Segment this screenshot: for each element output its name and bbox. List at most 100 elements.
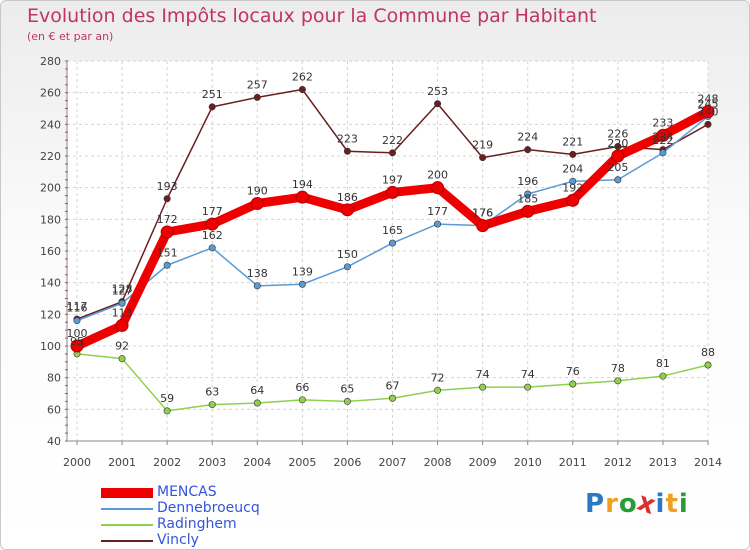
data-label-mencas: 233 [652,116,673,129]
data-label-radinghem: 95 [70,335,84,348]
data-point-mencas [160,225,174,239]
data-label-mencas: 100 [67,327,88,340]
x-tick-label: 2002 [153,456,181,469]
data-point-radinghem [524,383,532,391]
data-point-mencas [611,149,625,163]
data-point-dennebroeucq [73,317,81,325]
data-point-dennebroeucq [614,176,622,184]
y-tick-label: 140 [40,277,61,290]
data-label-vincly: 257 [247,78,268,91]
x-tick-label: 2000 [63,456,91,469]
data-point-vincly [479,154,487,162]
legend-swatch-mencas [101,488,153,498]
data-label-mencas: 172 [157,213,178,226]
data-label-radinghem: 76 [566,365,580,378]
data-label-vincly: 226 [607,128,628,141]
x-tick-label: 2011 [559,456,587,469]
x-tick-label: 2006 [333,456,361,469]
data-label-radinghem: 92 [115,340,129,353]
data-point-radinghem [118,355,126,363]
data-point-dennebroeucq [298,280,306,288]
data-point-vincly [524,146,532,154]
data-label-dennebroeucq: 139 [292,265,313,278]
data-point-mencas [70,339,84,353]
data-point-vincly [704,120,712,128]
data-point-dennebroeucq [388,239,396,247]
y-tick-label: 280 [40,55,61,68]
legend-item-radinghem: Radinghem [101,516,321,533]
y-tick-label: 200 [40,182,61,195]
x-tick-label: 2009 [469,456,497,469]
y-tick-label: 100 [40,340,61,353]
x-tick-label: 2012 [604,456,632,469]
legend-label-mencas: MENCAS [157,484,217,500]
data-label-dennebroeucq: 245 [698,97,719,110]
data-label-mencas: 190 [247,185,268,198]
data-point-vincly [343,147,351,155]
data-point-radinghem [388,394,396,402]
x-tick-label: 2007 [379,456,407,469]
data-point-dennebroeucq [569,177,577,185]
data-label-vincly: 262 [292,71,313,84]
data-point-mencas [250,197,264,210]
data-point-dennebroeucq [659,149,667,157]
data-label-mencas: 194 [292,178,313,191]
data-point-radinghem [569,380,577,388]
data-point-mencas [115,318,129,332]
data-label-vincly: 117 [67,300,88,313]
data-label-radinghem: 72 [431,371,445,384]
data-point-radinghem [704,361,712,369]
data-point-mencas [386,185,399,199]
x-tick-label: 2005 [288,456,316,469]
y-tick-label: 220 [40,150,61,163]
x-tick-label: 2001 [108,456,136,469]
data-label-vincly: 251 [202,88,223,101]
x-tick-label: 2010 [514,456,542,469]
y-tick-label: 240 [40,118,61,131]
data-point-vincly [253,93,261,101]
proxiti-logo: Proxiti [585,487,689,521]
chart-title: Evolution des Impôts locaux pour la Comm… [27,5,597,27]
data-label-mencas: 176 [472,207,493,220]
data-point-radinghem [343,397,351,405]
data-label-radinghem: 88 [701,346,715,359]
data-label-dennebroeucq: 196 [517,175,538,188]
data-point-vincly [163,195,171,203]
data-label-dennebroeucq: 204 [562,162,583,175]
data-point-radinghem [479,383,487,391]
legend-item-mencas: MENCAS [101,484,321,501]
data-point-mencas [295,190,309,204]
data-label-mencas: 113 [112,306,133,319]
data-label-dennebroeucq: 162 [202,229,223,242]
data-point-radinghem [434,386,442,394]
x-tick-label: 2003 [198,456,226,469]
data-point-mencas [476,219,490,233]
data-label-radinghem: 66 [295,381,309,394]
data-point-dennebroeucq [208,244,216,252]
data-label-dennebroeucq: 151 [157,246,178,259]
data-label-radinghem: 59 [160,392,174,405]
data-label-dennebroeucq: 138 [247,267,268,280]
data-point-vincly [434,100,442,108]
data-point-radinghem [208,401,216,409]
data-label-radinghem: 78 [611,362,625,375]
data-point-dennebroeucq [118,299,126,307]
data-point-dennebroeucq [434,220,442,228]
data-label-radinghem: 64 [250,384,264,397]
data-point-dennebroeucq [524,190,532,198]
data-point-dennebroeucq [343,263,351,271]
data-label-mencas: 200 [427,169,448,182]
data-point-vincly [208,103,216,111]
logo-letter: t [665,489,679,519]
data-point-dennebroeucq [253,282,261,290]
data-label-dennebroeucq: 165 [382,224,403,237]
legend-swatch-dennebroeucq [101,508,153,510]
data-label-dennebroeucq: 205 [607,161,628,174]
data-point-radinghem [253,399,261,407]
data-point-mencas [701,105,715,119]
data-label-mencas: 186 [337,191,358,204]
data-point-radinghem [659,372,667,380]
data-point-mencas [205,217,219,231]
